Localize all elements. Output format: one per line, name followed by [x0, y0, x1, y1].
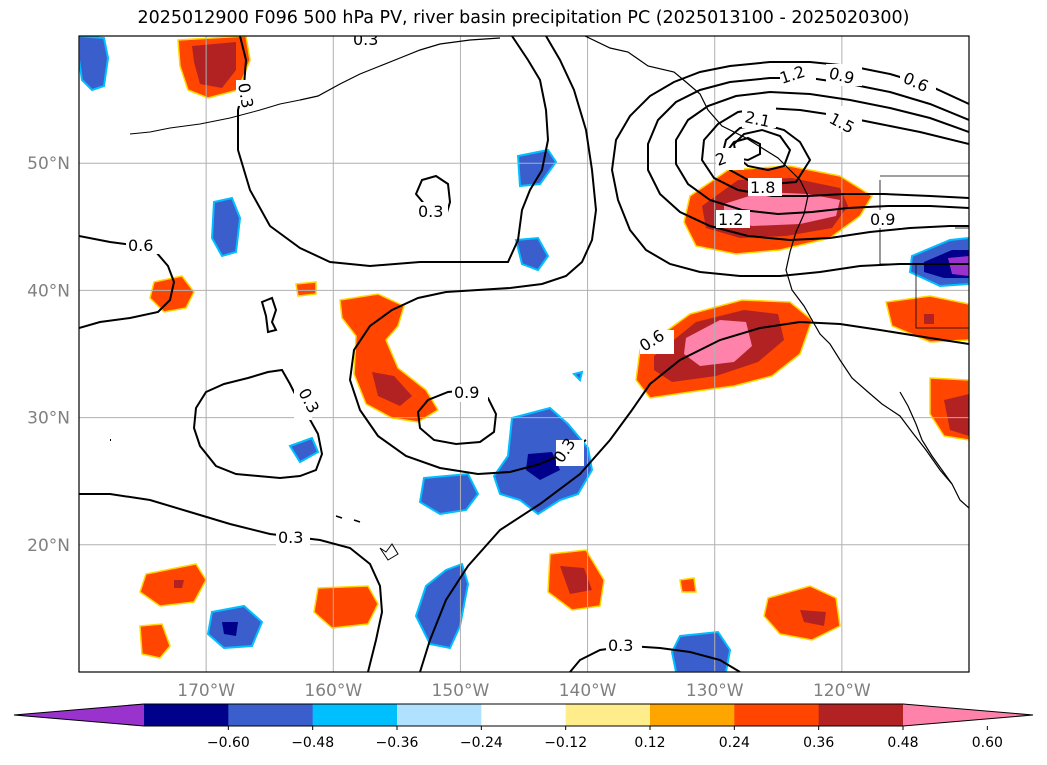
pv-contour-1.2 — [675, 90, 969, 216]
longitude-tick-label: 130°W — [686, 681, 744, 701]
colorbar-tick-label: −0.60 — [207, 735, 250, 751]
contour-label: 0.6 — [128, 236, 153, 255]
pv-contour-0.3 — [260, 296, 278, 334]
colorbar-tick-label: −0.24 — [460, 735, 503, 751]
colorbar-segment — [312, 704, 398, 726]
alaska-coast — [584, 36, 969, 509]
map-title: 2025012900 F096 500 hPa PV, river basin … — [137, 8, 910, 28]
plot-area: 0.3 0.3 0.3 0.6 0.3 0.9 0.3 0.3 0.3 0.6 … — [79, 30, 969, 672]
coastline-segment — [129, 99, 301, 135]
contour-label: 0.3 — [234, 81, 257, 109]
pv-contour-0.3 — [419, 320, 969, 672]
coastline-segment — [353, 519, 361, 523]
colorbar-extend-high — [903, 704, 1033, 726]
pv-contour-0.6 — [79, 493, 384, 672]
colorbar-tick-label: −0.48 — [291, 735, 334, 751]
colorbar-segment — [144, 704, 229, 726]
neg-anomaly-blob — [79, 36, 110, 92]
contour-label: 0.3 — [418, 202, 443, 221]
contour-label: 2.1 — [743, 107, 772, 131]
coastline-segment — [335, 515, 343, 519]
contour-label: 0.3 — [608, 636, 633, 655]
colorbar-segment — [650, 704, 735, 726]
colorbar-segment — [481, 704, 567, 726]
contour-label: 0.3 — [278, 528, 303, 547]
pv-contour-0.9 — [416, 388, 498, 446]
contour-label: 1.2 — [718, 210, 743, 229]
pv-contour-0.6 — [610, 61, 969, 277]
colorbar-segment — [397, 704, 482, 726]
contour-label: 0.3 — [353, 30, 378, 49]
colorbar-tick-label: −0.36 — [376, 735, 419, 751]
colorbar-tick-label: 0.36 — [803, 735, 834, 751]
longitude-tick-label: 120°W — [813, 681, 871, 701]
latitude-tick-labels: 50°N 40°N 30°N 20°N — [27, 154, 70, 556]
latitude-tick-label: 30°N — [27, 409, 70, 429]
aleutian-coast — [299, 37, 501, 101]
colorbar-segment — [734, 704, 820, 726]
colorbar-tick-label: 0.48 — [887, 735, 918, 751]
colorbar-segment — [818, 704, 904, 726]
colorbar-tick-label: −0.12 — [544, 735, 587, 751]
pv-contour-0.3 — [192, 368, 324, 480]
longitude-tick-label: 150°W — [432, 681, 490, 701]
contour-labels: 0.3 0.3 0.3 0.6 0.3 0.9 0.3 0.3 0.3 0.6 … — [126, 30, 936, 655]
longitude-tick-label: 140°W — [559, 681, 617, 701]
pv-contour-0.3 — [569, 644, 741, 672]
pv-contour-0.3 — [237, 36, 550, 268]
colorbar-segment — [565, 704, 651, 726]
coastline-segment — [379, 543, 399, 561]
latitude-tick-label: 40°N — [27, 281, 70, 301]
plot-frame — [78, 35, 970, 673]
longitude-tick-labels: 170°W 160°W 150°W 140°W 130°W 120°W — [177, 681, 871, 701]
pv-contour-0.6 — [348, 36, 598, 476]
colorbar-outline — [13, 703, 1034, 727]
contour-label: 0.9 — [870, 210, 895, 229]
colorbar-tick-label: 0.60 — [972, 735, 1003, 751]
colorbar-extend-low — [14, 704, 144, 726]
coastline-segment — [915, 264, 969, 329]
contour-label: 0.9 — [454, 383, 479, 402]
longitude-tick-label: 170°W — [177, 681, 235, 701]
colorbar-tick-label: 0.24 — [719, 735, 750, 751]
colorbar-segment — [228, 704, 314, 726]
baja-coast — [899, 391, 953, 485]
latitude-tick-label: 50°N — [27, 154, 70, 174]
latitude-tick-label: 20°N — [27, 536, 70, 556]
colorbar-tick-label: 0.12 — [634, 735, 665, 751]
contour-label: 1.8 — [750, 178, 775, 197]
colorbar: −0.60 −0.48 −0.36 −0.24 −0.12 0.12 0.24 0.36 0.4… — [13, 703, 1034, 751]
longitude-tick-label: 160°W — [304, 681, 362, 701]
